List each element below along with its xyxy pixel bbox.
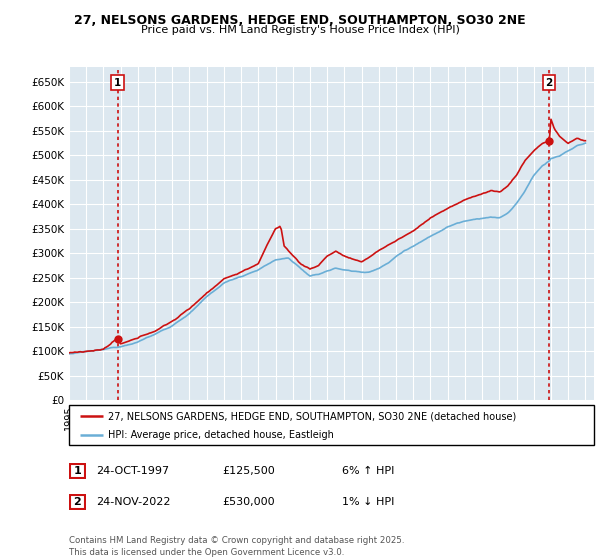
Text: 24-OCT-1997: 24-OCT-1997 (96, 466, 169, 476)
Text: Contains HM Land Registry data © Crown copyright and database right 2025.
This d: Contains HM Land Registry data © Crown c… (69, 536, 404, 557)
Text: £530,000: £530,000 (222, 497, 275, 507)
Text: 1: 1 (114, 78, 121, 88)
Text: 2: 2 (545, 78, 553, 88)
Text: 2: 2 (74, 497, 81, 507)
Text: 6% ↑ HPI: 6% ↑ HPI (342, 466, 394, 476)
Text: 27, NELSONS GARDENS, HEDGE END, SOUTHAMPTON, SO30 2NE: 27, NELSONS GARDENS, HEDGE END, SOUTHAMP… (74, 14, 526, 27)
Text: HPI: Average price, detached house, Eastleigh: HPI: Average price, detached house, East… (109, 430, 334, 440)
Text: 27, NELSONS GARDENS, HEDGE END, SOUTHAMPTON, SO30 2NE (detached house): 27, NELSONS GARDENS, HEDGE END, SOUTHAMP… (109, 411, 517, 421)
Text: 24-NOV-2022: 24-NOV-2022 (96, 497, 170, 507)
Text: £125,500: £125,500 (222, 466, 275, 476)
Text: Price paid vs. HM Land Registry's House Price Index (HPI): Price paid vs. HM Land Registry's House … (140, 25, 460, 35)
Text: 1: 1 (74, 466, 81, 476)
Text: 1% ↓ HPI: 1% ↓ HPI (342, 497, 394, 507)
